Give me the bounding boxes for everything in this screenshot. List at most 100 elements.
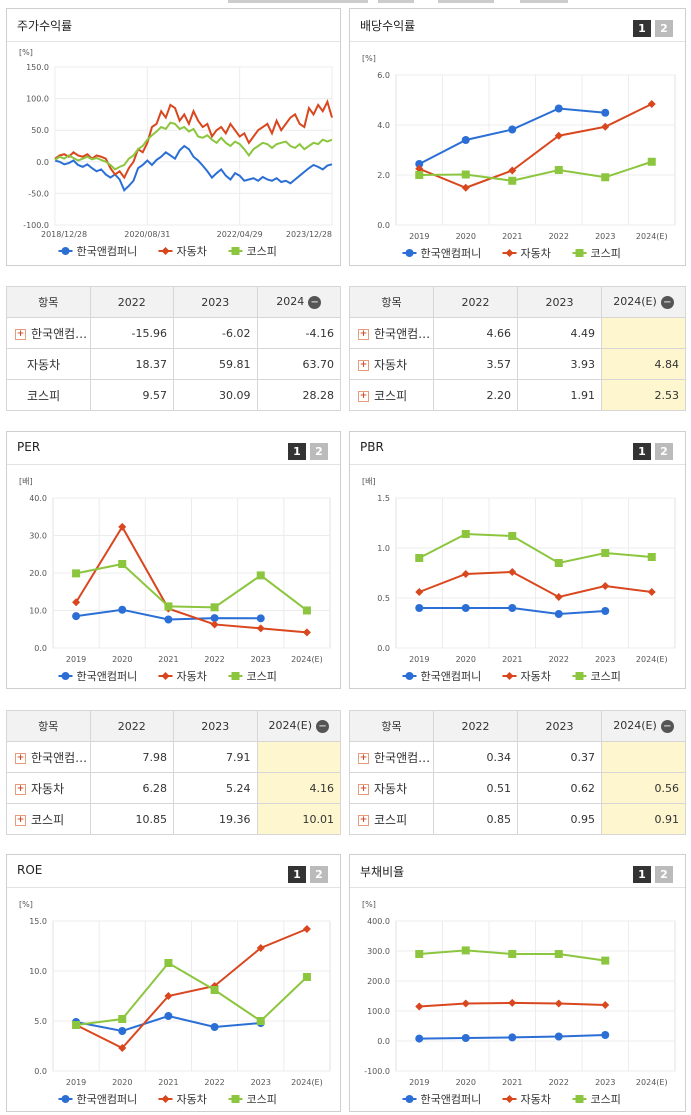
expand-plus-icon[interactable]: + bbox=[15, 783, 26, 795]
data-point bbox=[405, 1095, 414, 1103]
legend-label: 한국앤컴퍼니 bbox=[421, 1093, 482, 1106]
data-point bbox=[508, 532, 517, 540]
expand-plus-icon[interactable]: + bbox=[358, 814, 369, 826]
data-point bbox=[575, 672, 584, 680]
collapse-column-icon[interactable]: − bbox=[316, 719, 330, 733]
y-tick-label: 10.0 bbox=[29, 967, 47, 976]
y-tick-label: 150.0 bbox=[26, 63, 49, 72]
x-tick-label: 2023 bbox=[595, 232, 615, 241]
x-tick-label: 2022/04/29 bbox=[217, 230, 263, 239]
data-point bbox=[601, 122, 610, 131]
y-tick-label: 0.0 bbox=[377, 221, 390, 230]
pbr-table: 항목 2022 2023 2024(E) − + 한국앤컴… 0.34 0.37 + 자동차 0.51… bbox=[349, 710, 686, 835]
data-point bbox=[505, 249, 514, 257]
page-2-button[interactable]: 2 bbox=[655, 866, 673, 883]
series-line bbox=[75, 928, 308, 1050]
x-tick-label: 2023/12/28 bbox=[286, 230, 332, 239]
row-name: 한국앤컴… bbox=[374, 750, 431, 765]
value-cell: 6.28 bbox=[89, 772, 174, 804]
x-tick-label: 2024(E) bbox=[636, 1078, 668, 1087]
column-header: 2022 bbox=[89, 710, 174, 742]
y-tick-label: 400.0 bbox=[367, 917, 390, 926]
expand-plus-icon[interactable]: + bbox=[358, 783, 369, 795]
legend-label: 코스피 bbox=[591, 247, 621, 260]
x-tick-label: 2019 bbox=[66, 1078, 86, 1087]
value-cell: 1.91 bbox=[517, 379, 602, 411]
value-cell: 2.53 bbox=[601, 379, 686, 411]
table-row: + 코스피 10.85 19.36 10.01 bbox=[6, 803, 341, 835]
value-cell: 2.20 bbox=[433, 379, 518, 411]
data-point bbox=[461, 170, 470, 179]
column-header: 항목 bbox=[6, 710, 91, 742]
collapse-column-icon[interactable]: − bbox=[660, 295, 674, 309]
data-point bbox=[302, 925, 311, 933]
data-point bbox=[72, 612, 81, 621]
row-name-cell: + 코스피 bbox=[6, 803, 91, 835]
data-point bbox=[601, 1001, 610, 1009]
legend-label: 한국앤컴퍼니 bbox=[77, 670, 138, 683]
page-2-button[interactable]: 2 bbox=[655, 443, 673, 460]
page-2-button[interactable]: 2 bbox=[310, 443, 328, 460]
data-point bbox=[415, 604, 424, 612]
page-1-button[interactable]: 1 bbox=[633, 20, 651, 37]
page-1-button[interactable]: 1 bbox=[633, 866, 651, 883]
row-name-cell: 자동차 bbox=[6, 348, 91, 380]
page-2-button[interactable]: 2 bbox=[655, 20, 673, 37]
x-tick-label: 2024(E) bbox=[636, 232, 668, 241]
collapse-column-icon[interactable]: − bbox=[308, 295, 322, 309]
legend-label: 코스피 bbox=[247, 1093, 277, 1106]
data-point bbox=[210, 620, 219, 629]
expand-plus-icon[interactable]: + bbox=[358, 328, 369, 340]
data-point bbox=[161, 1095, 170, 1103]
data-point bbox=[231, 1095, 240, 1103]
data-point bbox=[508, 166, 517, 175]
data-point bbox=[164, 992, 173, 1000]
y-tick-label: 5.0 bbox=[34, 1017, 47, 1026]
value-cell: 18.37 bbox=[89, 348, 174, 380]
data-point bbox=[601, 607, 610, 615]
collapse-column-icon[interactable]: − bbox=[660, 719, 674, 733]
expand-plus-icon[interactable]: + bbox=[358, 359, 369, 371]
price-return-chart: [%] 150.0 100.0 50.0 0.0 -50.0 -100.02018/12/2… bbox=[19, 48, 333, 258]
data-point bbox=[415, 554, 424, 562]
column-header: 항목 bbox=[6, 286, 91, 318]
table-header-row: 항목 2022 2023 2024− bbox=[6, 286, 341, 318]
x-tick-label: 2022 bbox=[549, 1078, 569, 1087]
per-chart: [배] 40.0 30.0 20.0 10.0 0.0 2019 2020 2021 2022 20… bbox=[19, 477, 331, 683]
page-2-button[interactable]: 2 bbox=[310, 866, 328, 883]
column-header: 2024(E) − bbox=[256, 710, 341, 742]
value-cell: 3.93 bbox=[517, 348, 602, 380]
expand-plus-icon[interactable]: + bbox=[15, 752, 26, 764]
y-tick-label: -50.0 bbox=[28, 189, 49, 198]
value-cell: 9.57 bbox=[89, 379, 174, 411]
page-1-button[interactable]: 1 bbox=[288, 443, 306, 460]
x-tick-label: 2023 bbox=[595, 655, 615, 664]
row-name: 자동차 bbox=[374, 357, 408, 372]
data-point bbox=[256, 614, 265, 623]
value-cell: 28.28 bbox=[256, 379, 341, 411]
expand-plus-icon[interactable]: + bbox=[15, 814, 26, 826]
page-1-button[interactable]: 1 bbox=[633, 443, 651, 460]
row-name: 한국앤컴… bbox=[31, 750, 88, 765]
data-point bbox=[575, 1095, 584, 1103]
data-point bbox=[231, 672, 240, 680]
row-name: 자동차 bbox=[31, 781, 65, 796]
expand-plus-icon[interactable]: + bbox=[358, 752, 369, 764]
data-point bbox=[601, 582, 610, 590]
x-tick-label: 2022 bbox=[549, 232, 569, 241]
x-tick-label: 2022 bbox=[204, 1078, 224, 1087]
page-1-button[interactable]: 1 bbox=[288, 866, 306, 883]
expand-plus-icon[interactable]: + bbox=[15, 328, 26, 340]
series-line bbox=[75, 961, 308, 1026]
x-tick-label: 2019 bbox=[66, 655, 86, 664]
series-line bbox=[54, 144, 333, 192]
x-tick-label: 2020 bbox=[112, 655, 132, 664]
row-name: 코스피 bbox=[374, 388, 408, 403]
data-point bbox=[210, 614, 219, 623]
value-cell: 0.62 bbox=[517, 772, 602, 804]
expand-plus-icon[interactable]: + bbox=[358, 390, 369, 402]
